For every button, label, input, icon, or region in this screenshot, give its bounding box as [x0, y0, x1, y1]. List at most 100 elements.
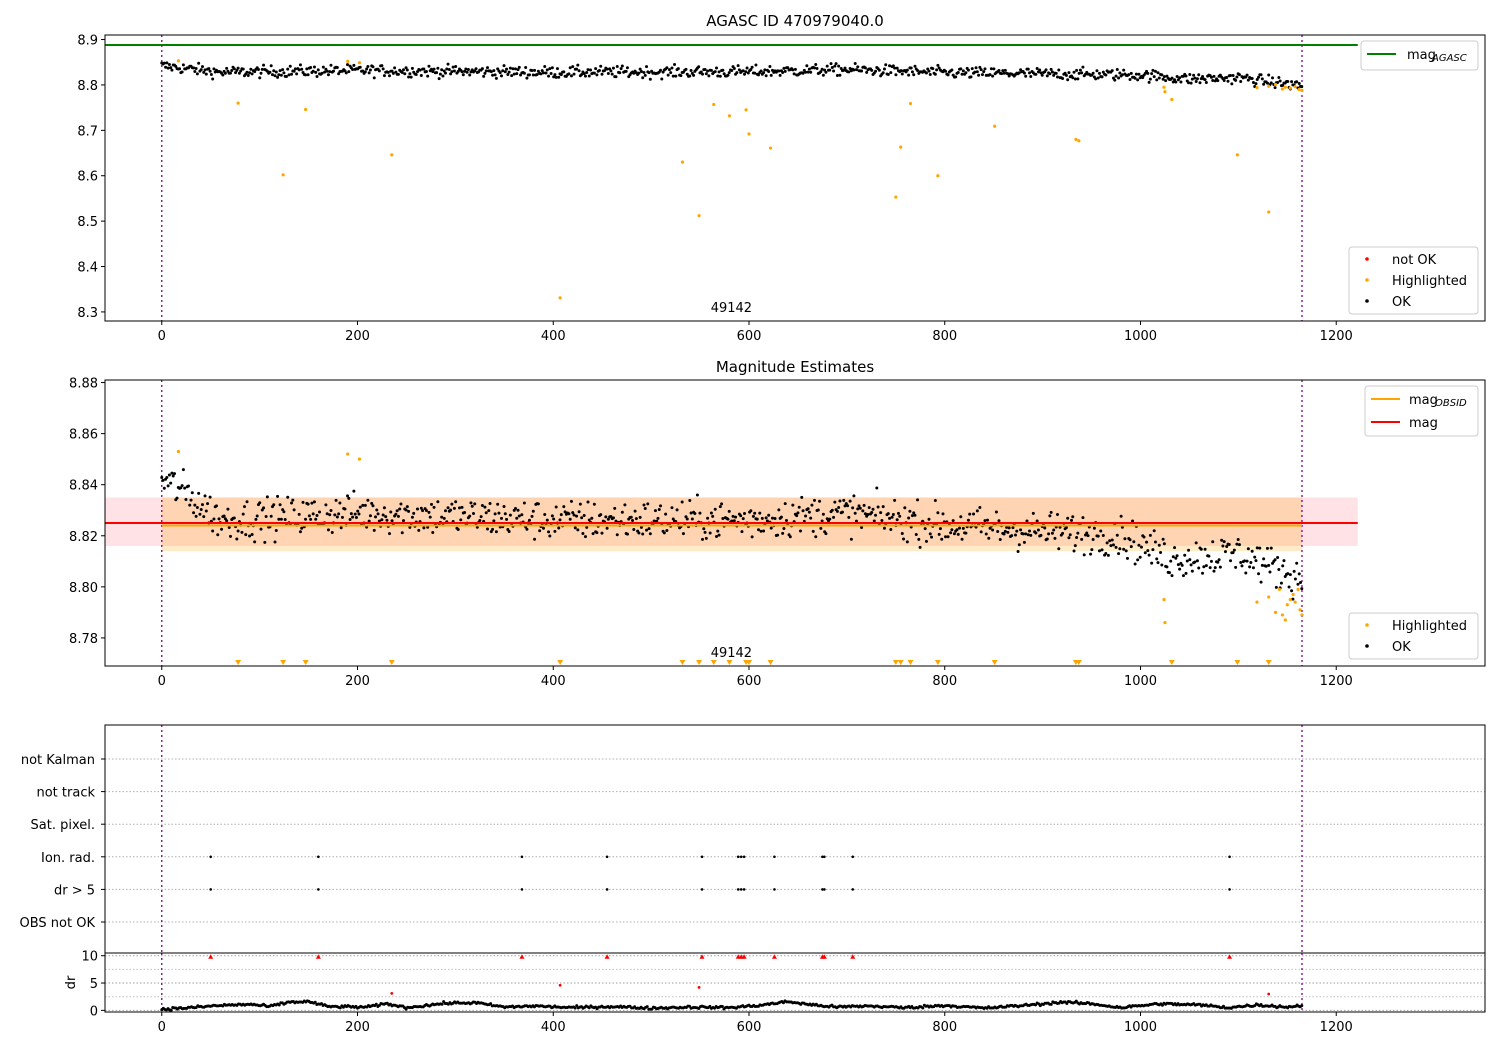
- p2-ok-point: [870, 510, 874, 514]
- p2-ok-point: [848, 499, 852, 503]
- p1-ok-point: [232, 67, 236, 71]
- p2-ok-point: [1156, 561, 1160, 565]
- p2-ok-point: [1145, 540, 1149, 544]
- p1-xtick-label: 0: [158, 329, 166, 344]
- p4-xtick-label: 200: [345, 1020, 370, 1035]
- p2-ok-point: [1223, 550, 1227, 554]
- p1-ok-point: [352, 63, 356, 67]
- p1-ok-point: [1146, 71, 1150, 75]
- p2-highlighted-point: [1285, 603, 1289, 607]
- p1-ok-point: [295, 72, 299, 76]
- p2-highlighted-point: [1293, 600, 1297, 604]
- p2-offscale-marker: [746, 660, 752, 665]
- p1-ok-point: [1245, 73, 1249, 77]
- p1-ok-point: [195, 72, 199, 76]
- p4-dr-point: [338, 1006, 342, 1010]
- p2-ok-point: [1232, 548, 1236, 552]
- p1-ok-point: [463, 69, 467, 73]
- p1-ok-point: [454, 65, 458, 69]
- p2-ok-point: [1254, 559, 1258, 563]
- p1-ok-point: [440, 68, 444, 72]
- p2-ok-point: [368, 514, 372, 518]
- p2-ok-point: [708, 531, 712, 535]
- p2-ok-point: [417, 528, 421, 532]
- p1-ok-point: [311, 69, 315, 73]
- p2-ok-point: [212, 517, 216, 521]
- p2-ok-point: [559, 513, 563, 517]
- p1-ok-point: [466, 67, 470, 71]
- p2-ok-point: [492, 519, 496, 523]
- p2-ok-point: [717, 533, 721, 537]
- p2-ok-point: [282, 510, 286, 514]
- p2-ok-point: [1244, 571, 1248, 575]
- p1-ok-point: [380, 64, 384, 68]
- p1-ok-point: [989, 67, 993, 71]
- p2-ok-point: [1148, 533, 1152, 537]
- p2-ok-point: [485, 527, 489, 531]
- p2-ok-point: [1119, 514, 1123, 518]
- p1-ok-point: [611, 66, 615, 70]
- p2-ok-point: [175, 496, 179, 500]
- p2-ok-point: [1211, 540, 1215, 544]
- p2-ok-point: [507, 530, 511, 534]
- p1-ok-point: [886, 73, 890, 77]
- p1-ok-point: [288, 64, 292, 68]
- p1-ok-point: [1028, 71, 1032, 75]
- p1-ok-point: [306, 73, 310, 77]
- p1-ok-point: [828, 68, 832, 72]
- p2-ok-point: [1055, 513, 1059, 517]
- p2-ok-point: [576, 528, 580, 532]
- p4-ylabel: dr: [64, 975, 79, 989]
- p1-ok-point: [402, 68, 406, 72]
- p2-ok-point: [459, 518, 463, 522]
- p2-ok-point: [704, 536, 708, 540]
- p2-ok-point: [1146, 549, 1150, 553]
- p2-ok-point: [311, 512, 315, 516]
- p1-ok-point: [936, 63, 940, 67]
- p2-ok-point: [685, 517, 689, 521]
- p3-flag-point: [209, 888, 213, 891]
- p1-ok-point: [1265, 81, 1269, 85]
- p2-ok-point: [1118, 547, 1122, 551]
- p1-ok-point: [305, 67, 309, 71]
- p2-ok-point: [240, 530, 244, 534]
- p3-flag-point: [520, 888, 524, 891]
- p2-highlighted-point: [346, 452, 350, 456]
- p1-ok-point: [372, 76, 376, 80]
- p2-ok-point: [810, 503, 814, 507]
- p2-ok-point: [898, 514, 902, 518]
- p2-ok-point: [843, 504, 847, 508]
- p4-clipped-marker: [519, 954, 525, 959]
- p2-obsid-label: 49142: [711, 646, 752, 661]
- p2-ok-point: [253, 540, 257, 544]
- p1-ok-point: [1148, 77, 1152, 81]
- p2-ok-point: [854, 519, 858, 523]
- p2-ok-point: [811, 529, 815, 533]
- p2-ok-point: [698, 511, 702, 515]
- p1-ok-point: [835, 74, 839, 78]
- p1-ok-point: [323, 70, 327, 74]
- p1-ok-point: [236, 66, 240, 70]
- p1-xtick-label: 600: [737, 329, 762, 344]
- p2-ok-point: [812, 498, 816, 502]
- p1-ok-point: [407, 75, 411, 79]
- p2-ok-point: [297, 512, 301, 516]
- p1-ok-point: [1080, 71, 1084, 75]
- p1-ok-point: [954, 75, 958, 79]
- p1-ok-point: [245, 70, 249, 74]
- p2-legend-marker: [1365, 623, 1369, 627]
- p1-xtick-label: 1000: [1124, 329, 1157, 344]
- p2-legend-label: mag: [1409, 416, 1438, 431]
- p1-ok-point: [580, 73, 584, 77]
- p2-ok-point: [1225, 544, 1229, 548]
- p2-ok-point: [958, 526, 962, 530]
- p2-ok-point: [645, 528, 649, 532]
- p4-outlier-point: [558, 983, 562, 987]
- p2-legend-marker: [1365, 644, 1369, 648]
- p4-ytick-label: 5: [90, 977, 98, 992]
- p1-ok-point: [713, 70, 717, 74]
- p1-ok-point: [1075, 68, 1079, 72]
- p2-ytick-label: 8.86: [69, 428, 98, 443]
- p2-ok-point: [997, 519, 1001, 523]
- p2-ok-point: [432, 505, 436, 509]
